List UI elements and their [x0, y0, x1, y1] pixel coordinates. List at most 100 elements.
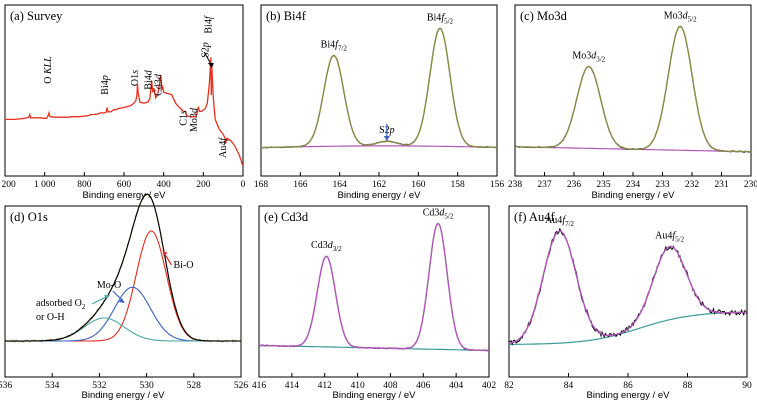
- panel-f-annotations: Au4f7/2 Au4f5/2: [545, 215, 685, 244]
- panel-d-frame: [4, 205, 242, 378]
- panel-b-frame: [260, 4, 498, 177]
- x-tick-label: 1 200: [0, 180, 16, 190]
- panel-c-ticks: 238 237 236 235 234 233 232 231 230: [508, 172, 757, 190]
- fitted-envelope-line: [261, 27, 497, 149]
- peak-label: Mo3d3/2: [572, 51, 605, 64]
- x-tick-label: 800: [77, 180, 92, 190]
- panel-c-frame: [514, 4, 752, 177]
- survey-annotation: Bi4p: [100, 75, 111, 94]
- survey-annotation: Bi4d: [143, 69, 154, 89]
- peak-label: Bi4f7/2: [321, 39, 348, 52]
- bi-o-label: Bi-O: [173, 260, 193, 271]
- background-line: [509, 311, 747, 345]
- raw-spectrum-line: [258, 223, 490, 352]
- panel-f-ticks: 82 84 86 88 90: [504, 373, 752, 391]
- survey-annotation: S2p: [200, 42, 211, 58]
- peak-label: Au4f7/2: [545, 215, 574, 228]
- x-tick-label: 160: [411, 180, 426, 190]
- x-tick-label: 232: [685, 180, 700, 190]
- raw-spectrum-line: [514, 26, 752, 153]
- adsorbed-label: adsorbed O2: [36, 298, 86, 311]
- x-tick-label: 412: [318, 381, 333, 391]
- x-tick-label: 526: [234, 381, 249, 391]
- panel-d-curves: [5, 193, 242, 343]
- panel-b-annotations: Bi4f5/2 Bi4f7/2 S2p: [321, 12, 454, 141]
- x-tick-label: 236: [567, 180, 582, 190]
- x-tick-label: 231: [714, 180, 729, 190]
- panel-e-frame: [258, 205, 490, 378]
- panel-c-annotations: Mo3d5/2 Mo3d3/2: [572, 10, 697, 63]
- peak-label: Mo3d5/2: [664, 10, 697, 23]
- x-tick-label: 1 000: [34, 180, 56, 190]
- fitted-envelope-line: [258, 222, 489, 352]
- x-tick-label: 90: [742, 381, 752, 391]
- panel-a-xlabel: Binding energy / eV: [83, 190, 167, 201]
- x-tick-label: 406: [416, 381, 431, 391]
- mo-o-label: Mo-O: [97, 280, 121, 291]
- panel-b-curves: [260, 27, 498, 149]
- panel-b-xlabel: Binding energy / eV: [338, 190, 422, 201]
- survey-annotation: Cd3d: [154, 73, 165, 96]
- panel-b-ticks: 168 166 164 162 160 158 156: [254, 172, 504, 190]
- adsorbed-arrow: [91, 295, 109, 305]
- panel-a-ticks: 1 200 1 000 800 600 400 200 0: [0, 172, 246, 190]
- survey-annotation: O1s: [130, 70, 141, 86]
- x-tick-label: 86: [623, 381, 633, 391]
- peak-label: S2p: [379, 125, 395, 136]
- s2p-arrowhead: [207, 63, 214, 68]
- peak-label: Bi4f5/2: [427, 12, 454, 25]
- panel-d-ticks: 536 534 532 530 528 526: [0, 373, 248, 391]
- x-tick-label: 416: [252, 381, 267, 391]
- x-tick-label: 168: [254, 180, 269, 190]
- x-tick-label: 532: [92, 381, 107, 391]
- x-tick-label: 162: [372, 180, 387, 190]
- mo-o-arrowhead: [118, 298, 125, 303]
- x-tick-label: 238: [508, 180, 523, 190]
- peak-label: Cd3d5/2: [423, 207, 454, 220]
- panel-f-frame: [508, 205, 748, 378]
- x-tick-label: 158: [451, 180, 466, 190]
- survey-annotation: C1s: [178, 110, 189, 126]
- x-tick-label: 600: [117, 180, 132, 190]
- s2p-arrowhead: [383, 136, 390, 141]
- panel-c-xlabel: Binding energy / eV: [592, 190, 676, 201]
- adsorbed-label-line2: or O-H: [36, 312, 65, 323]
- survey-annotation: O KLL: [43, 56, 54, 84]
- x-tick-label: 400: [157, 180, 172, 190]
- x-tick-label: 166: [293, 180, 308, 190]
- x-tick-label: 235: [596, 180, 611, 190]
- x-tick-label: 84: [564, 381, 574, 391]
- survey-annotation: Mo3d: [189, 107, 200, 132]
- adsorbed-arrowhead: [104, 295, 110, 299]
- survey-spectrum-line: [5, 57, 244, 166]
- x-tick-label: 237: [537, 180, 552, 190]
- x-tick-label: 414: [285, 381, 300, 391]
- panel-e-curves: [258, 222, 490, 352]
- x-tick-label: 82: [504, 381, 514, 391]
- survey-annotation: Bi4f: [204, 15, 215, 33]
- raw-spectrum-line: [508, 227, 748, 346]
- panel-f-title: (f) Au4f: [514, 210, 555, 224]
- x-tick-label: 230: [744, 180, 757, 190]
- peak-label: Cd3d3/2: [311, 240, 342, 253]
- panel-f-xlabel: Binding energy / eV: [587, 390, 671, 401]
- fitted-envelope-line: [508, 230, 747, 345]
- x-tick-label: 0: [241, 180, 246, 190]
- x-tick-label: 233: [655, 180, 670, 190]
- x-tick-label: 536: [0, 381, 12, 391]
- panel-au4f: Au4f7/2 Au4f5/2 82 84 86 88 90 (f) Au4f Bindi…: [504, 205, 752, 401]
- panel-f-curves: [508, 227, 748, 346]
- panel-e-ticks: 416 414 412 410 408 406 404 402: [252, 373, 497, 391]
- x-tick-label: 530: [139, 381, 154, 391]
- x-tick-label: 534: [45, 381, 60, 391]
- bi-o-component-line: [5, 230, 241, 342]
- x-tick-label: 402: [482, 381, 497, 391]
- panel-d-title: (d) O1s: [10, 210, 48, 224]
- bi-o-arrowhead: [162, 250, 168, 256]
